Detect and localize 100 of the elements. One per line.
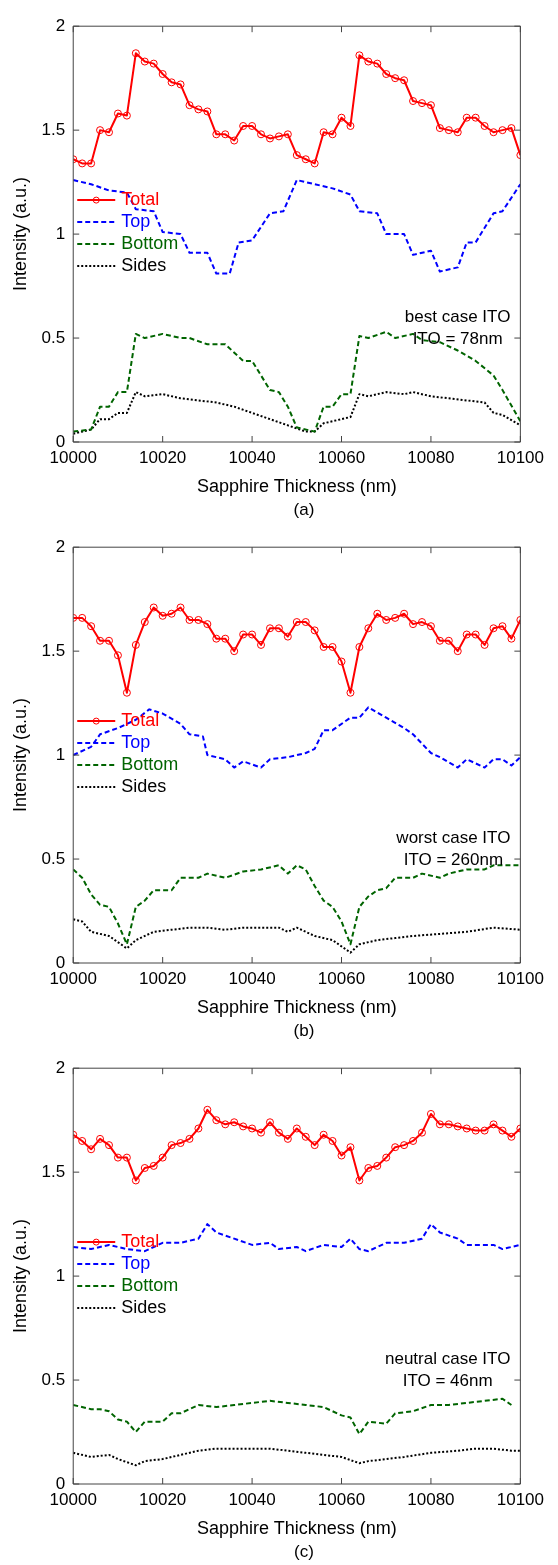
point <box>176 80 185 89</box>
point <box>113 109 122 118</box>
point <box>444 1120 453 1129</box>
y-tick-label: 2 <box>55 536 66 556</box>
point <box>480 1126 489 1135</box>
point <box>122 1153 131 1162</box>
line-series <box>73 330 521 433</box>
legend-label: Sides <box>121 1297 167 1318</box>
point <box>274 1128 283 1137</box>
point <box>176 1139 185 1148</box>
point <box>140 57 149 66</box>
y-tick-label: 1.5 <box>41 640 66 660</box>
point <box>78 1136 87 1145</box>
point <box>328 1136 337 1145</box>
point <box>355 1176 364 1185</box>
point <box>409 97 418 106</box>
point <box>131 640 140 649</box>
point <box>400 1141 409 1150</box>
text: (b) <box>292 1021 316 1041</box>
point <box>471 113 480 122</box>
point <box>194 1124 203 1133</box>
point <box>310 1141 319 1150</box>
point <box>498 126 507 135</box>
point <box>239 630 248 639</box>
point <box>346 1143 355 1152</box>
legend-label: Sides <box>121 255 167 276</box>
y-tick-label: 2 <box>55 1057 66 1077</box>
point <box>212 130 221 139</box>
point <box>203 1105 212 1114</box>
point <box>149 59 158 68</box>
x-tick-label: 10060 <box>317 968 366 988</box>
point <box>426 1109 435 1118</box>
point <box>426 101 435 110</box>
point <box>248 1124 257 1133</box>
point <box>78 613 87 622</box>
point <box>105 636 113 645</box>
point <box>319 1130 328 1139</box>
annotation: worst case ITO ITO = 260nm <box>395 827 511 869</box>
point <box>453 647 462 656</box>
x-tick-label: 10080 <box>407 968 455 988</box>
x-axis-title: Sapphire Thickness (nm) <box>196 476 397 497</box>
point <box>364 57 373 66</box>
point <box>471 1126 480 1135</box>
point <box>176 603 185 612</box>
point <box>292 618 301 627</box>
point <box>292 1124 301 1133</box>
point <box>301 618 310 627</box>
point <box>391 1143 400 1152</box>
line-series <box>73 1397 513 1436</box>
point <box>382 1153 391 1162</box>
legend-label: Total <box>121 189 160 210</box>
point <box>221 634 230 643</box>
x-tick-label: 10080 <box>407 447 455 467</box>
point <box>426 622 435 631</box>
point <box>444 636 453 645</box>
x-tick-label: 10040 <box>228 1489 276 1509</box>
point <box>203 107 212 116</box>
point <box>248 630 257 639</box>
point <box>221 1120 230 1129</box>
point <box>328 130 337 139</box>
point <box>418 1128 426 1137</box>
x-tick-label: 10060 <box>317 447 366 467</box>
point <box>355 642 364 651</box>
x-tick-label: 10100 <box>496 447 544 467</box>
x-axis-title: Sapphire Thickness (nm) <box>196 1518 397 1539</box>
point <box>400 76 409 85</box>
point <box>435 1120 444 1129</box>
legend-label: Total <box>121 710 160 731</box>
legend-label: Top <box>121 732 151 753</box>
line-series <box>73 706 521 769</box>
point <box>158 1153 167 1162</box>
point <box>444 126 453 135</box>
point <box>471 630 480 639</box>
point <box>301 1132 310 1141</box>
point <box>283 632 292 641</box>
x-tick-label: 10100 <box>496 968 544 988</box>
point <box>373 609 382 618</box>
y-tick-label: 2 <box>55 15 66 35</box>
point <box>292 151 301 160</box>
point <box>265 134 274 143</box>
point <box>480 121 489 130</box>
y-tick-label: 1 <box>55 1265 66 1285</box>
point <box>87 1145 96 1154</box>
point <box>194 105 203 114</box>
point <box>337 113 346 122</box>
point <box>257 640 266 649</box>
y-tick-label: 0.5 <box>41 1369 66 1389</box>
line-series <box>73 918 521 954</box>
line-series <box>73 391 521 435</box>
point <box>453 1122 462 1131</box>
point <box>221 130 230 139</box>
y-tick-label: 1 <box>55 223 66 243</box>
point <box>158 70 167 79</box>
point <box>498 622 507 631</box>
point <box>400 609 409 618</box>
point <box>113 651 122 660</box>
point <box>391 74 400 83</box>
point <box>105 1141 113 1150</box>
legend-label: Top <box>121 211 151 232</box>
point <box>185 101 194 110</box>
